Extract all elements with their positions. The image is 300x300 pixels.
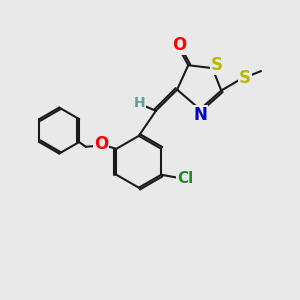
Text: O: O: [172, 37, 186, 55]
Text: N: N: [194, 106, 208, 124]
Text: Cl: Cl: [177, 171, 193, 186]
Text: S: S: [239, 69, 251, 87]
Text: S: S: [211, 56, 223, 74]
Text: O: O: [94, 134, 108, 152]
Text: H: H: [134, 96, 146, 110]
